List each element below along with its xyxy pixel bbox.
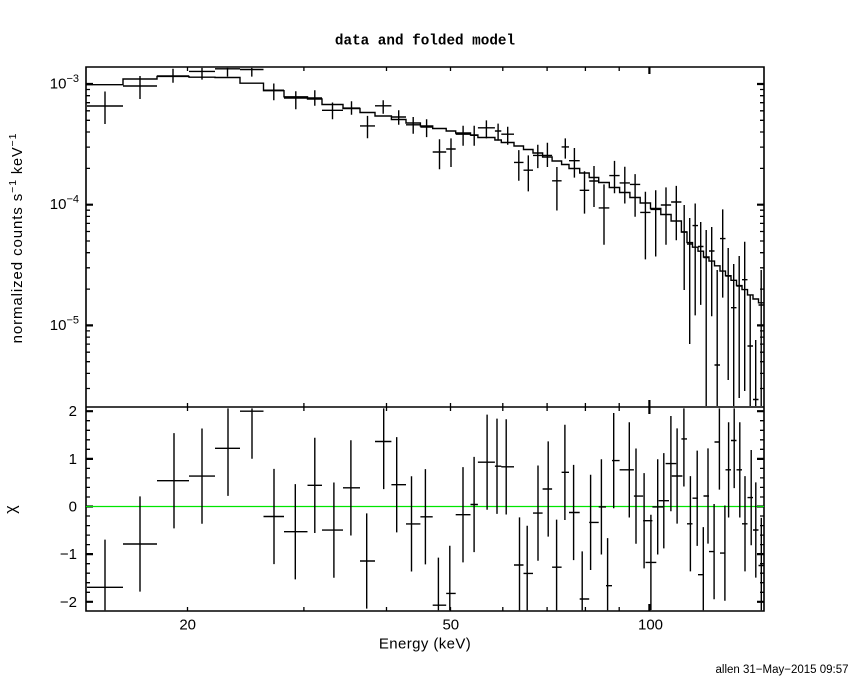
svg-text:Energy (keV): Energy (keV) <box>379 636 471 653</box>
svg-text:normalized counts s−1 keV−1: normalized counts s−1 keV−1 <box>7 133 26 344</box>
svg-text:0: 0 <box>69 499 77 516</box>
svg-text:−2: −2 <box>60 594 77 611</box>
svg-text:1: 1 <box>69 451 77 468</box>
svg-text:−1: −1 <box>60 546 77 563</box>
svg-text:allen 31−May−2015 09:57: allen 31−May−2015 09:57 <box>716 664 849 676</box>
svg-text:χ: χ <box>3 505 20 514</box>
svg-text:50: 50 <box>442 617 459 634</box>
svg-text:100: 100 <box>638 617 663 634</box>
svg-text:data and folded model: data and folded model <box>335 34 515 50</box>
svg-text:20: 20 <box>179 617 196 634</box>
svg-text:2: 2 <box>69 403 77 420</box>
